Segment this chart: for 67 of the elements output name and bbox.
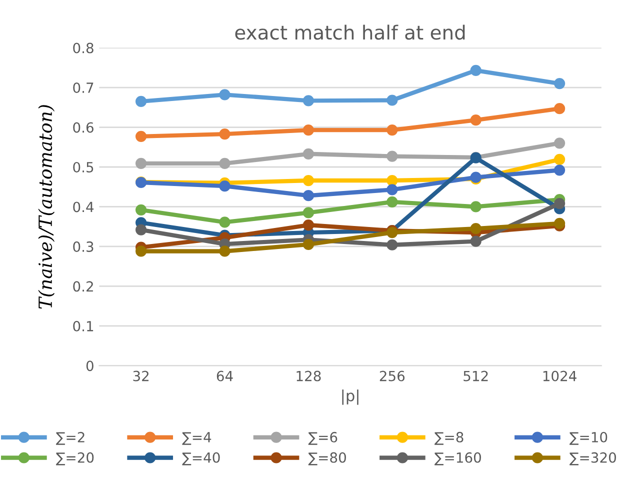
x-tick-label: 1024 — [543, 370, 576, 382]
legend-label: ∑=6 — [308, 432, 338, 445]
y-tick-label: 0.1 — [73, 320, 94, 332]
legend-label: ∑=160 — [434, 452, 481, 466]
y-tick-label: 0.2 — [73, 281, 93, 292]
point — [135, 224, 147, 236]
y-tick-label: 0.5 — [73, 162, 94, 172]
point — [554, 138, 566, 149]
point — [554, 78, 566, 90]
y-tick-label: 0.8 — [73, 42, 94, 54]
point — [470, 236, 482, 247]
point — [302, 124, 314, 136]
legend-label: ∑=8 — [434, 432, 464, 445]
legend-label: ∑=2 — [56, 432, 84, 445]
legend-label: ∑=4 — [182, 432, 212, 445]
legend-label: ∑=10 — [570, 432, 608, 445]
x-tick-label: 64 — [216, 370, 233, 382]
point — [554, 198, 566, 210]
x-tick-label: 512 — [464, 370, 488, 382]
point — [135, 130, 147, 142]
point — [386, 124, 398, 136]
point — [470, 114, 482, 126]
x-tick-label: 128 — [296, 370, 321, 382]
point — [219, 158, 230, 169]
y-tick-label: 0.3 — [73, 241, 94, 252]
legend-label: ∑=20 — [56, 452, 94, 466]
point — [302, 219, 314, 231]
point — [302, 95, 314, 106]
point — [554, 103, 566, 114]
x-axis-title: |p| — [342, 390, 358, 405]
y-axis-title: T(naive)/T(automaton) — [38, 105, 55, 309]
point — [135, 204, 147, 216]
point — [302, 190, 314, 202]
point — [386, 196, 398, 208]
point — [470, 223, 482, 234]
point — [470, 64, 482, 76]
point — [135, 246, 147, 257]
point — [219, 216, 230, 228]
point — [554, 218, 566, 229]
point — [302, 174, 314, 186]
y-tick-label: 0.6 — [73, 122, 94, 133]
point — [554, 164, 566, 176]
point — [219, 180, 230, 192]
point — [302, 207, 314, 218]
point — [135, 158, 147, 169]
y-tick-label: 0.7 — [73, 82, 94, 94]
point — [135, 96, 147, 107]
point — [386, 184, 398, 196]
x-tick-label: 32 — [133, 370, 148, 382]
legend-label: ∑=320 — [570, 452, 616, 466]
legend-label: ∑=40 — [182, 452, 220, 466]
point — [302, 238, 314, 250]
y-tick-label: 0.4 — [73, 202, 94, 212]
point — [554, 154, 566, 166]
point — [302, 148, 314, 160]
point — [219, 89, 230, 100]
legend-label: ∑=80 — [308, 452, 346, 466]
chart-title: exact match half at end — [235, 24, 465, 40]
point — [386, 94, 398, 106]
point — [470, 201, 482, 212]
point — [386, 239, 398, 250]
point — [219, 246, 230, 257]
x-tick-label: 256 — [380, 370, 405, 382]
point — [386, 174, 398, 186]
y-tick-label: 0 — [86, 360, 94, 372]
point — [386, 150, 398, 162]
point — [219, 128, 230, 140]
